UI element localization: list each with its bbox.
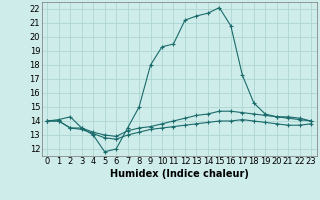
X-axis label: Humidex (Indice chaleur): Humidex (Indice chaleur) [110,169,249,179]
